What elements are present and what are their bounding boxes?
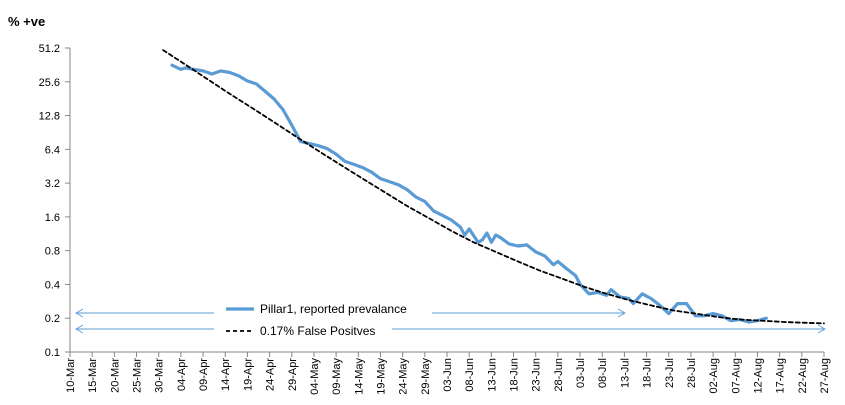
- x-tick-label: 14-Apr: [220, 358, 232, 391]
- y-tick-label: 51.2: [39, 43, 60, 55]
- legend-label-1: Pillar1, reported prevalance: [260, 302, 407, 316]
- x-tick-label: 18-Jul: [642, 358, 654, 388]
- legend-label-2: 0.17% False Positves: [260, 324, 375, 338]
- series-layer: [162, 49, 825, 325]
- x-tick-label: 14-May: [353, 358, 365, 395]
- x-tick-label: 28-Jul: [686, 358, 698, 388]
- x-tick-label: 04-May: [309, 358, 321, 395]
- x-tick-label: 23-Jun: [531, 358, 543, 392]
- y-tick-label: 1.6: [45, 212, 60, 224]
- x-tick-label: 30-Mar: [154, 358, 166, 393]
- x-tick-label: 17-Aug: [775, 358, 787, 393]
- y-axis-label: % +ve: [8, 14, 45, 29]
- y-tick-label: 6.4: [45, 144, 60, 156]
- legend-arrow-1-left-head-left: [75, 308, 84, 318]
- x-tick-label: 13-Jun: [486, 358, 498, 392]
- x-tick-label: 12-Aug: [752, 358, 764, 393]
- x-tick-label: 15-Mar: [87, 358, 99, 393]
- x-tick-label: 24-Apr: [265, 358, 277, 391]
- x-tick-label: 22-Aug: [797, 358, 809, 393]
- x-tick-label: 03-Jul: [575, 358, 587, 388]
- legend: Pillar1, reported prevalance 0.17% False …: [75, 302, 826, 338]
- x-tick-label: 19-May: [375, 358, 387, 395]
- y-tick-label: 25.6: [39, 77, 60, 89]
- legend-arrow-1-right-head-right: [617, 308, 626, 318]
- x-tick-label: 03-Jun: [442, 358, 454, 392]
- x-tick-label: 29-Apr: [287, 358, 299, 391]
- y-tick-label: 0.1: [45, 347, 60, 359]
- x-tick-label: 18-Jun: [509, 358, 521, 392]
- y-tick-label: 3.2: [45, 178, 60, 190]
- x-tick-label: 28-Jun: [553, 358, 565, 392]
- x-tick-label: 27-Aug: [819, 358, 831, 393]
- legend-arrow-2-left-head-left: [75, 324, 84, 334]
- x-tick-label: 08-Jul: [597, 358, 609, 388]
- y-tick-label: 0.4: [45, 279, 60, 291]
- x-tick-label: 04-Apr: [176, 358, 188, 391]
- y-tick-label: 0.2: [45, 313, 60, 325]
- x-tick-label: 25-Mar: [132, 358, 144, 393]
- x-tick-label: 19-Apr: [242, 358, 254, 391]
- x-tick-label: 24-May: [398, 358, 410, 395]
- x-tick-label: 07-Aug: [730, 358, 742, 393]
- x-tick-label: 13-Jul: [619, 358, 631, 388]
- y-axis: 0.1 0.2 0.4 0.8 1.6 3.2 6.4 12.8 25.6 51.2: [39, 43, 71, 359]
- x-tick-label: 02-Aug: [708, 358, 720, 393]
- x-tick-label: 23-Jul: [664, 358, 676, 388]
- x-tick-label: 09-Apr: [198, 358, 210, 391]
- x-tick-label: 09-May: [331, 358, 343, 395]
- x-tick-label: 10-Mar: [65, 358, 77, 393]
- series-line-1: [170, 63, 768, 324]
- x-tick-label: 29-May: [420, 358, 432, 395]
- series-line-2: [162, 49, 825, 325]
- legend-arrow-2-right-head-right: [817, 324, 826, 334]
- x-tick-label: 20-Mar: [109, 358, 121, 393]
- x-tick-label: 08-Jun: [464, 358, 476, 392]
- x-axis: 10-Mar 15-Mar 20-Mar 25-Mar 30-Mar 04-Apr 09-A…: [65, 351, 831, 395]
- y-tick-label: 0.8: [45, 246, 60, 258]
- y-tick-label: 12.8: [39, 111, 60, 123]
